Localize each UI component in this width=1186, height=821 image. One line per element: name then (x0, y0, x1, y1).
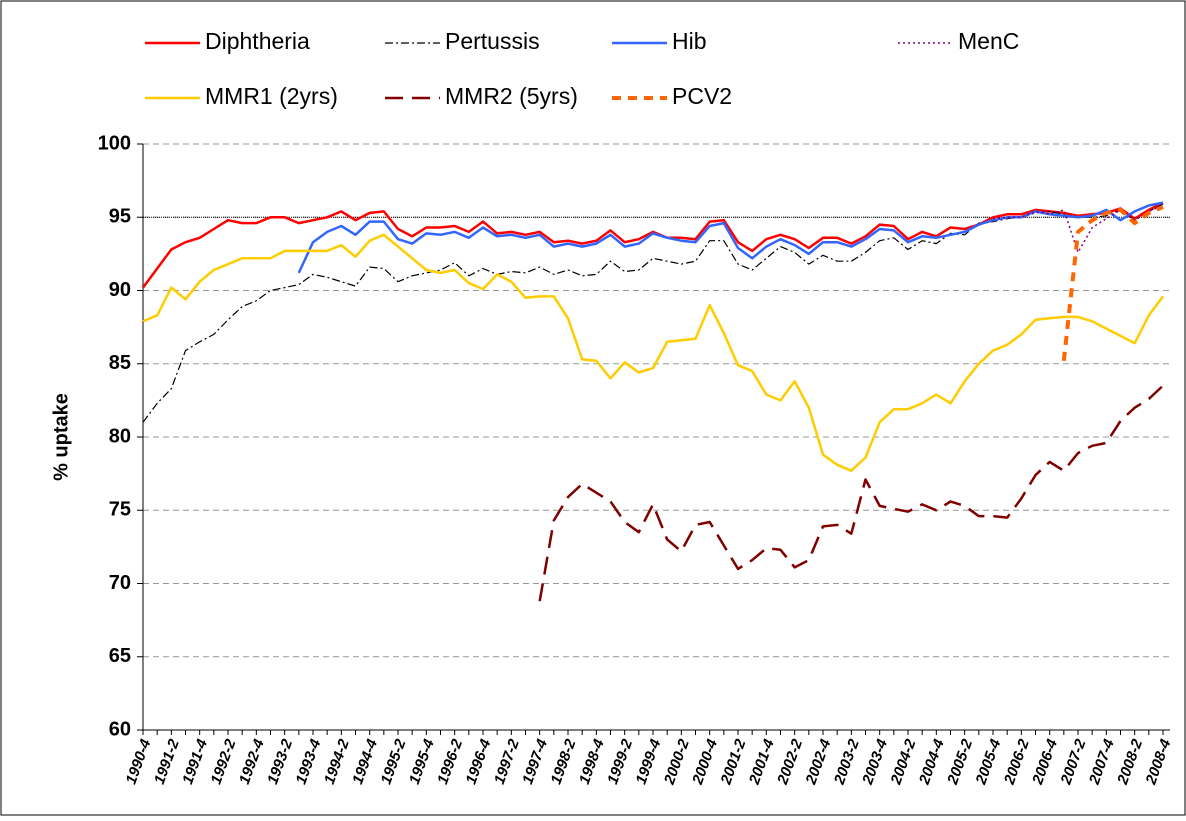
series-line (141, 201, 1164, 289)
y-axis-title: % uptake (50, 393, 72, 481)
y-tick-label: 100 (98, 132, 131, 154)
legend-label: Diphtheria (205, 28, 310, 54)
series-line (1061, 205, 1164, 362)
legend-label: MMR2 (5yrs) (445, 83, 578, 109)
series-line (142, 203, 1164, 423)
y-tick-label: 60 (109, 718, 131, 740)
y-tick-label: 85 (109, 352, 131, 374)
y-tick-label: 90 (109, 279, 131, 301)
series-line (142, 233, 1165, 472)
legend-label: MenC (958, 28, 1019, 54)
legend-label: Pertussis (445, 28, 540, 54)
y-tick-label: 65 (109, 645, 131, 667)
y-tick-label: 95 (109, 206, 131, 228)
legend-label: PCV2 (672, 83, 732, 109)
y-tick-label: 75 (109, 499, 131, 521)
y-tick-label: 80 (109, 425, 131, 447)
series-line (538, 384, 1164, 602)
y-tick-label: 70 (109, 572, 131, 594)
legend-label: MMR1 (2yrs) (205, 83, 338, 109)
legend-label: Hib (672, 28, 707, 54)
